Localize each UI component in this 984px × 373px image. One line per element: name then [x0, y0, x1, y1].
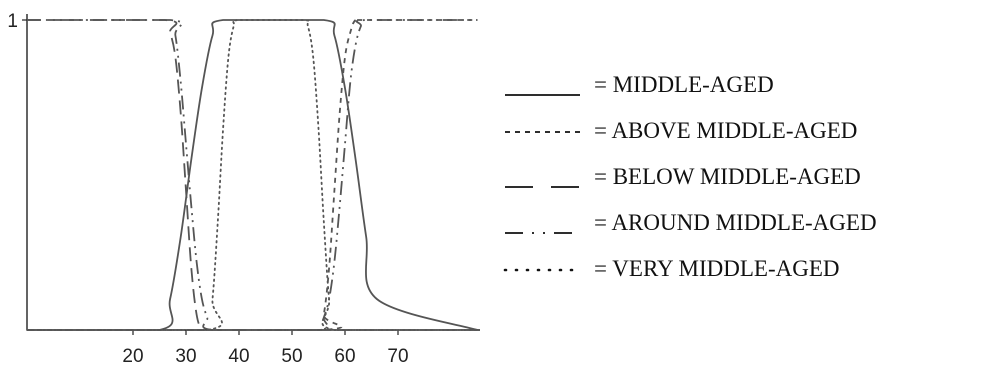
legend-above-middle-aged: = ABOVE MIDDLE-AGED	[505, 118, 857, 143]
legend-label: = AROUND MIDDLE-AGED	[594, 210, 877, 235]
legend-label: = VERY MIDDLE-AGED	[594, 256, 840, 281]
below-middle-aged-curve	[26, 19, 478, 331]
x-tick-label: 20	[122, 346, 143, 367]
x-tick-label: 70	[387, 346, 408, 367]
around-middle-aged-curve	[26, 19, 478, 331]
x-tick-label: 50	[281, 346, 302, 367]
legend-very-middle-aged: = VERY MIDDLE-AGED	[503, 256, 840, 281]
x-tick-label: 40	[228, 346, 249, 367]
legend-middle-aged: = MIDDLE-AGED	[505, 72, 774, 97]
very-middle-aged-curve	[26, 19, 479, 331]
legend-label: = ABOVE MIDDLE-AGED	[594, 118, 857, 143]
ticks: 20 30 40 50 60 70 1	[7, 11, 408, 367]
axes	[26, 14, 480, 331]
y-tick-label: 1	[7, 11, 18, 32]
legend-below-middle-aged: = BELOW MIDDLE-AGED	[505, 164, 861, 189]
legend: = MIDDLE-AGED = ABOVE MIDDLE-AGED = BELOW …	[503, 72, 877, 281]
x-tick-label: 30	[175, 346, 196, 367]
legend-label: = BELOW MIDDLE-AGED	[594, 164, 861, 189]
middle-aged-curve	[27, 19, 478, 331]
legend-label: = MIDDLE-AGED	[594, 72, 774, 97]
legend-around-middle-aged: = AROUND MIDDLE-AGED	[505, 210, 877, 235]
above-middle-aged-curve	[27, 19, 478, 331]
x-tick-label: 60	[334, 346, 355, 367]
plot-series	[26, 19, 479, 331]
